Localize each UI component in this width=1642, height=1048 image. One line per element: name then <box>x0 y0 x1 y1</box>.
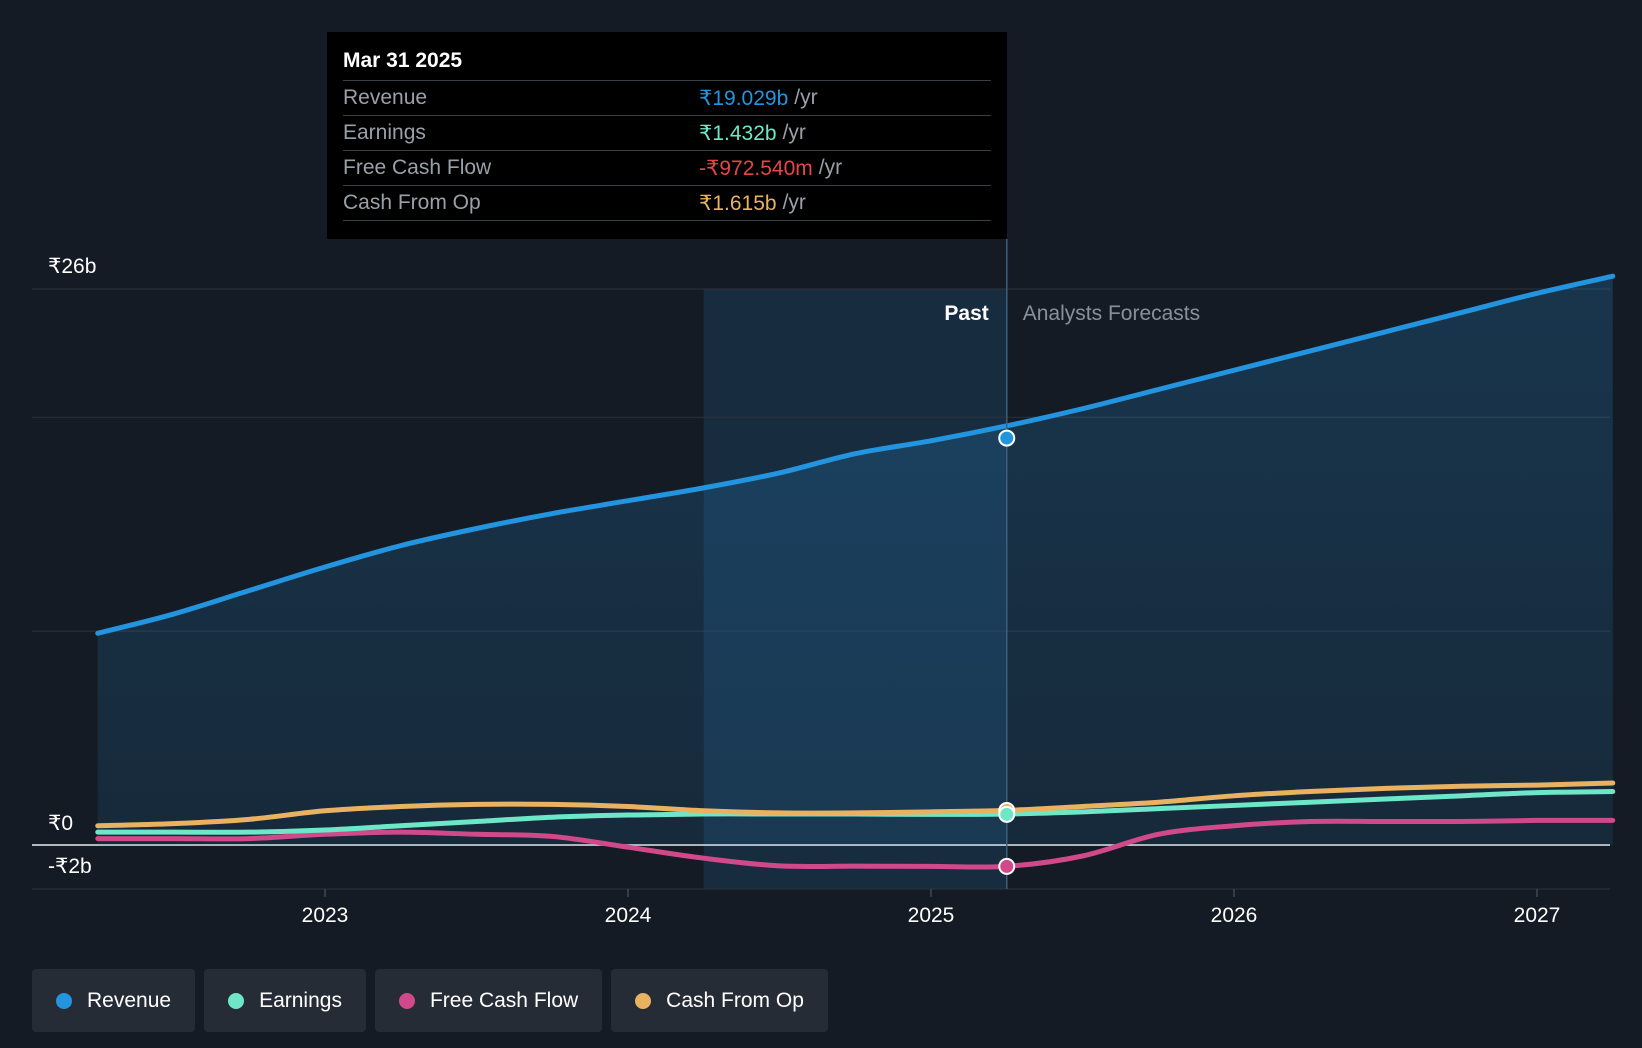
tooltip-value-cash-from-op: ₹1.615b <box>699 191 777 215</box>
series-line-free-cash-flow <box>95 817 1616 870</box>
tooltip-label: Cash From Op <box>343 191 481 214</box>
legend-dot-icon <box>635 992 652 1009</box>
forecast-label: Analysts Forecasts <box>1023 302 1200 325</box>
tooltip-label: Free Cash Flow <box>343 156 492 179</box>
tooltip-row-earnings: Earnings ₹1.432b /yr <box>343 115 991 150</box>
y-tick-label: ₹0 <box>48 812 73 835</box>
data-point-marker-free-cash-flow <box>998 857 1016 875</box>
legend-label: Earnings <box>259 988 342 1012</box>
past-label: Past <box>944 302 988 325</box>
x-tick-label: 2023 <box>302 904 349 927</box>
legend-dot-icon <box>228 992 245 1009</box>
revenue-area <box>97 276 1613 846</box>
tooltip-value-revenue: ₹19.029b <box>699 86 789 110</box>
x-tick-label: 2025 <box>908 904 955 927</box>
x-tick-label: 2026 <box>1211 904 1258 927</box>
tooltip-row-revenue: Revenue ₹19.029b /yr <box>343 80 991 115</box>
legend-item-earnings[interactable]: Earnings <box>204 969 366 1032</box>
chart-legend: Revenue Earnings Free Cash Flow Cash Fro… <box>32 969 828 1032</box>
legend-item-free-cash-flow[interactable]: Free Cash Flow <box>374 969 603 1032</box>
legend-dot-icon <box>56 992 72 1009</box>
tooltip-row-cash-from-op: Cash From Op ₹1.615b /yr <box>343 185 991 221</box>
legend-label: Cash From Op <box>666 988 804 1012</box>
tooltip-value-free-cash-flow: -₹972.540m <box>699 156 813 180</box>
tooltip-unit: /yr <box>794 86 818 109</box>
tooltip-row-free-cash-flow: Free Cash Flow -₹972.540m /yr <box>343 150 991 185</box>
legend-item-revenue[interactable]: Revenue <box>32 969 196 1032</box>
tooltip-label: Revenue <box>343 86 428 109</box>
data-point-marker-earnings <box>998 805 1016 823</box>
data-point-marker-revenue <box>998 429 1016 447</box>
tooltip-label: Earnings <box>343 121 426 144</box>
series-line-revenue <box>95 273 1616 636</box>
data-tooltip: Mar 31 2025 Revenue ₹19.029b /yr Earning… <box>327 32 1007 239</box>
tooltip-date: Mar 31 2025 <box>343 49 463 72</box>
series-line-cash-from-op <box>95 780 1616 829</box>
legend-label: Revenue <box>87 988 172 1012</box>
tooltip-value-earnings: ₹1.432b <box>699 121 777 145</box>
tooltip-unit: /yr <box>782 121 806 144</box>
legend-item-cash-from-op[interactable]: Cash From Op <box>611 969 828 1032</box>
tooltip-unit: /yr <box>782 191 806 214</box>
tooltip-unit: /yr <box>818 156 843 179</box>
x-tick-label: 2024 <box>605 904 652 927</box>
legend-label: Free Cash Flow <box>429 988 579 1012</box>
x-tick-label: 2027 <box>1514 904 1561 927</box>
y-tick-label: -₹2b <box>48 855 92 878</box>
legend-dot-icon <box>398 992 415 1009</box>
y-tick-label: ₹26b <box>48 255 96 278</box>
